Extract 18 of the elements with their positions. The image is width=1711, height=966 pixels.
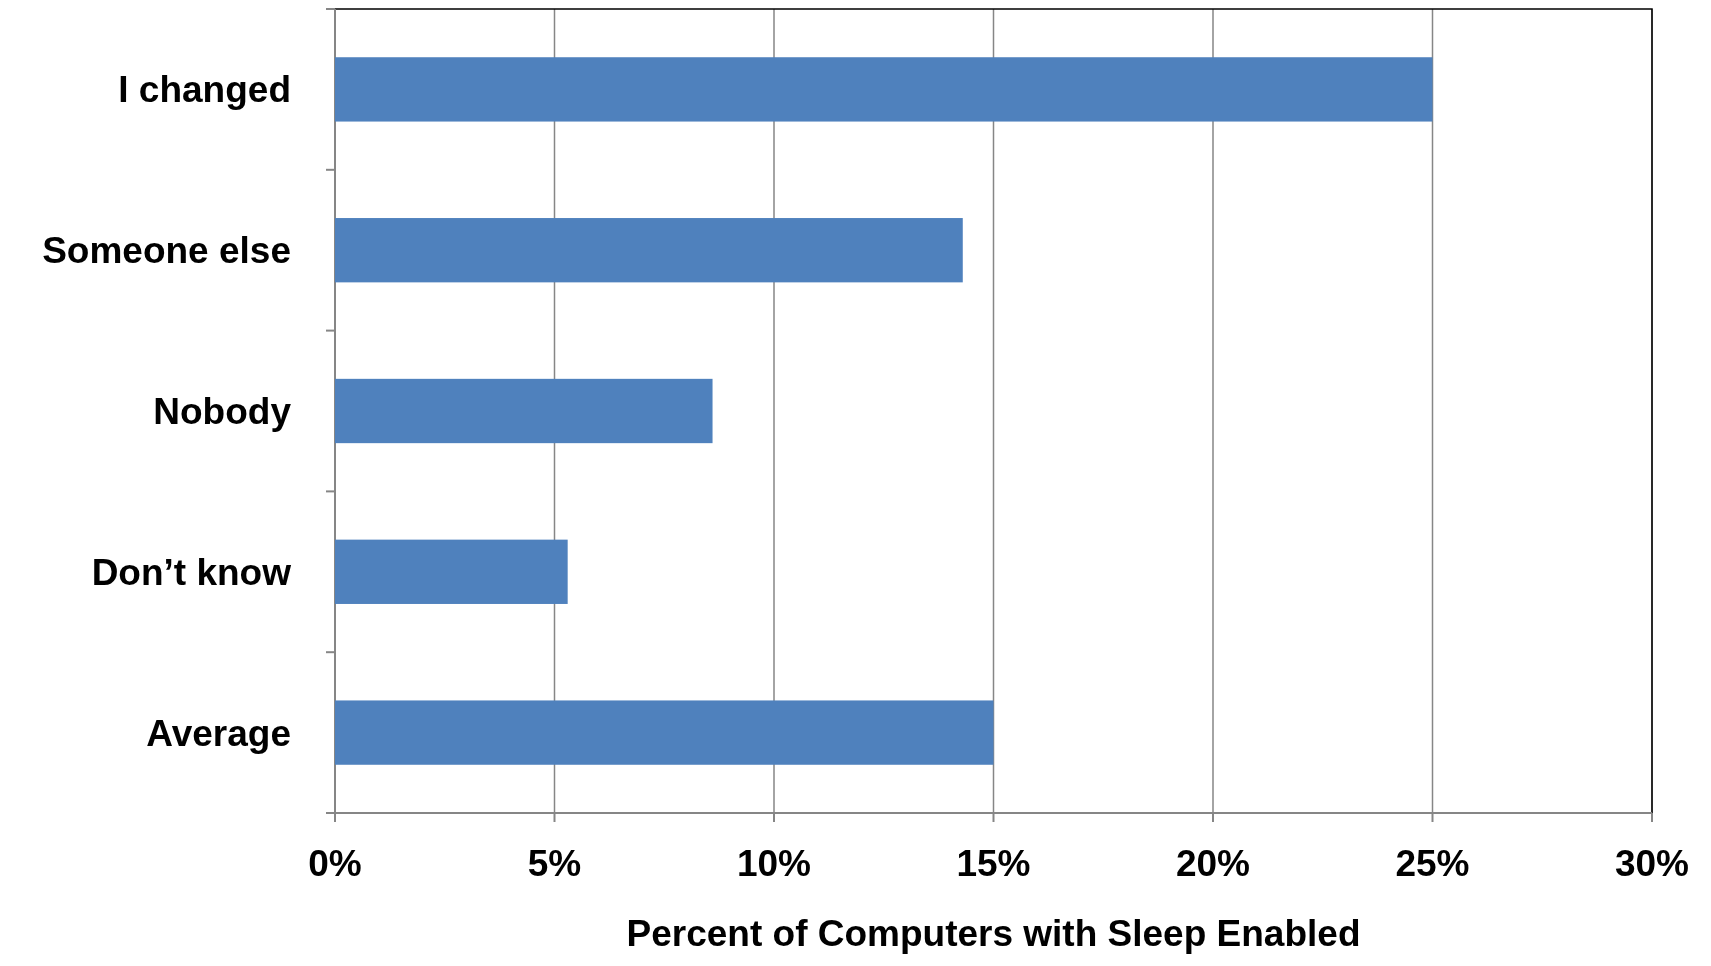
x-tick-label: 25%	[1395, 843, 1470, 884]
bar	[335, 700, 994, 765]
bar	[335, 57, 1433, 122]
x-tick-label: 0%	[308, 843, 362, 884]
x-axis-title: Percent of Computers with Sleep Enabled	[626, 913, 1361, 954]
bar	[335, 539, 568, 604]
bar	[335, 218, 963, 283]
x-tick-label: 5%	[527, 843, 582, 884]
x-tick-label: 10%	[736, 843, 812, 884]
x-tick-label: 20%	[1175, 843, 1251, 884]
y-tick-label: Nobody	[153, 390, 292, 432]
y-tick-label: Someone else	[42, 230, 291, 272]
y-tick-label: I changed	[118, 69, 291, 111]
x-tick-label: 15%	[956, 843, 1031, 884]
y-tick-label: Average	[146, 712, 291, 754]
bar	[335, 378, 713, 444]
y-tick-label: Don’t know	[91, 551, 292, 593]
x-tick-label: 30%	[1614, 843, 1690, 884]
